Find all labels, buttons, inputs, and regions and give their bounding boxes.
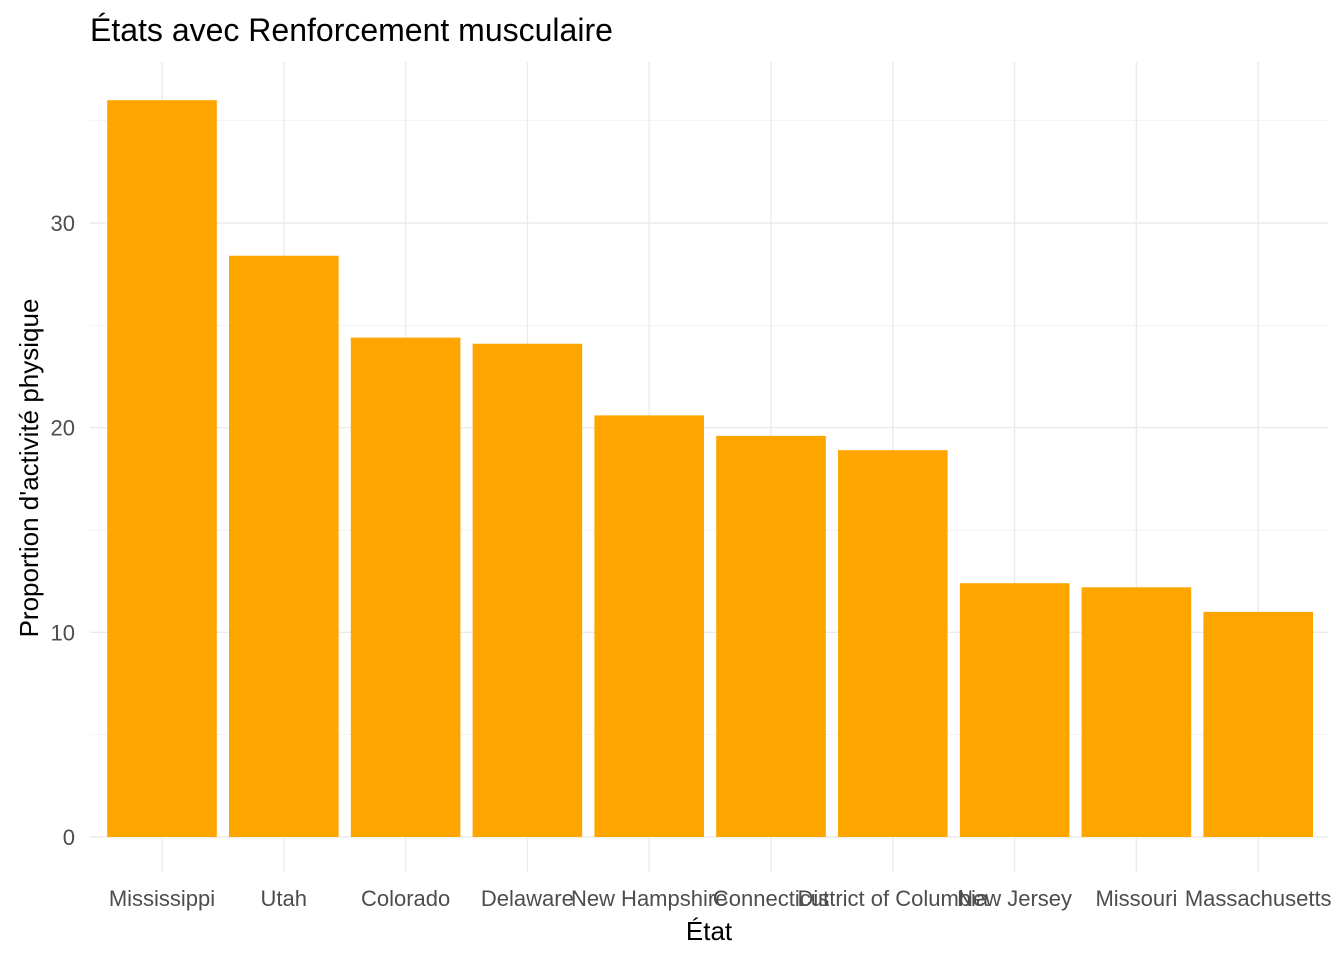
- y-axis: 0 10 20 30: [51, 211, 75, 850]
- x-tick-label: Colorado: [361, 886, 450, 911]
- x-tick-label: Mississippi: [109, 886, 215, 911]
- x-tick-label: Delaware: [481, 886, 574, 911]
- x-tick-label: Massachusetts: [1185, 886, 1332, 911]
- x-axis-title: État: [686, 916, 733, 946]
- bar: [1081, 587, 1192, 837]
- y-tick-label: 0: [63, 825, 75, 850]
- x-tick-label: New Jersey: [957, 886, 1072, 911]
- x-tick-label: Connecticut: [713, 886, 829, 911]
- x-tick-label: Utah: [261, 886, 307, 911]
- bar: [229, 255, 339, 837]
- x-tick-label: New Hampshire: [571, 886, 728, 911]
- bar: [350, 337, 461, 837]
- y-tick-label: 20: [51, 416, 75, 441]
- y-tick-label: 30: [51, 211, 75, 236]
- bar: [716, 435, 826, 837]
- chart-title: États avec Renforcement musculaire: [90, 12, 613, 48]
- x-tick-label: District of Columbia: [797, 886, 988, 911]
- bar: [1203, 611, 1313, 837]
- bar: [959, 583, 1070, 837]
- bar: [838, 450, 948, 837]
- bar: [594, 415, 704, 837]
- bar: [472, 343, 583, 837]
- y-tick-label: 10: [51, 620, 75, 645]
- y-axis-title: Proportion d'activité physique: [14, 299, 44, 638]
- bars: [107, 100, 1313, 837]
- bar: [107, 100, 217, 837]
- x-tick-label: Missouri: [1095, 886, 1177, 911]
